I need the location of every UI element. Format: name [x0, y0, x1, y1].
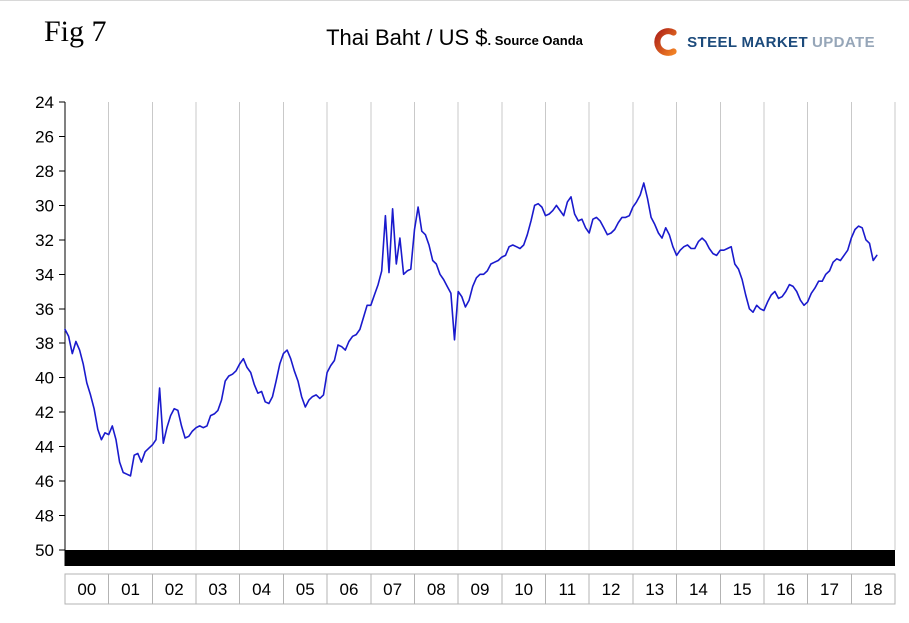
x-axis-label: 11 — [559, 580, 577, 599]
exchange-rate-line — [64, 182, 878, 477]
x-axis-label: 08 — [427, 580, 446, 599]
y-axis-label: 42 — [35, 403, 54, 422]
exchange-rate-chart: 24 26 28 30 32 34 36 38 40 42 44 46 48 50 00 01 02 03 04 05… — [35, 93, 896, 605]
x-axis-label: 10 — [514, 580, 533, 599]
y-axis-label: 48 — [35, 507, 54, 526]
y-axis-label: 26 — [35, 128, 54, 147]
bottom-bar — [65, 550, 895, 566]
y-axis-label: 28 — [35, 162, 54, 181]
y-axis-label: 34 — [35, 265, 54, 284]
x-axis-label: 05 — [296, 580, 315, 599]
y-axis-label: 50 — [35, 541, 54, 560]
x-axis-label: 01 — [121, 580, 140, 599]
y-axis-label: 24 — [35, 93, 54, 112]
y-axis-label: 30 — [35, 196, 54, 215]
logo-text-market: MARKET — [741, 33, 809, 51]
chart-title: Thai Baht / US $. Source Oanda — [0, 25, 909, 51]
x-axis-label: 15 — [733, 580, 752, 599]
x-axis-cell — [850, 573, 896, 605]
x-axis-label: 06 — [339, 580, 358, 599]
x-axis-label: 07 — [383, 580, 402, 599]
x-axis-label: 13 — [645, 580, 664, 599]
x-axis-label: 04 — [252, 580, 271, 599]
y-axis-label: 38 — [35, 334, 54, 353]
y-axis-label: 44 — [35, 438, 54, 457]
x-axis-label: 03 — [208, 580, 227, 599]
y-axis-label: 32 — [35, 231, 54, 250]
x-axis-label: 16 — [776, 580, 795, 599]
logo-text-steel: STEEL — [687, 33, 738, 51]
y-axis-label: 36 — [35, 300, 54, 319]
x-axis-label: 17 — [820, 580, 839, 599]
chart-title-main: Thai Baht / US $ — [326, 25, 488, 50]
figure-label: Fig 7 — [44, 15, 107, 48]
x-axis-label: 00 — [77, 580, 96, 599]
y-axis-label: 40 — [35, 369, 54, 388]
y-axis-label: 46 — [35, 472, 54, 491]
x-axis-label: 12 — [602, 580, 621, 599]
logo-text-update: UPDATE — [812, 33, 875, 51]
logo-swoosh-icon — [654, 28, 677, 56]
chart-area: 24 26 28 30 32 34 36 38 40 42 44 46 48 50 00 01 02 03 04 05… — [0, 91, 909, 613]
x-axis-label: 18 — [864, 580, 883, 599]
x-axis-label: 14 — [689, 580, 708, 599]
steel-market-update-logo: STEEL MARKET UPDATE — [649, 25, 875, 59]
x-axis-label: 09 — [471, 580, 490, 599]
chart-title-source: . Source Oanda — [487, 33, 583, 48]
x-axis-label: 02 — [165, 580, 184, 599]
